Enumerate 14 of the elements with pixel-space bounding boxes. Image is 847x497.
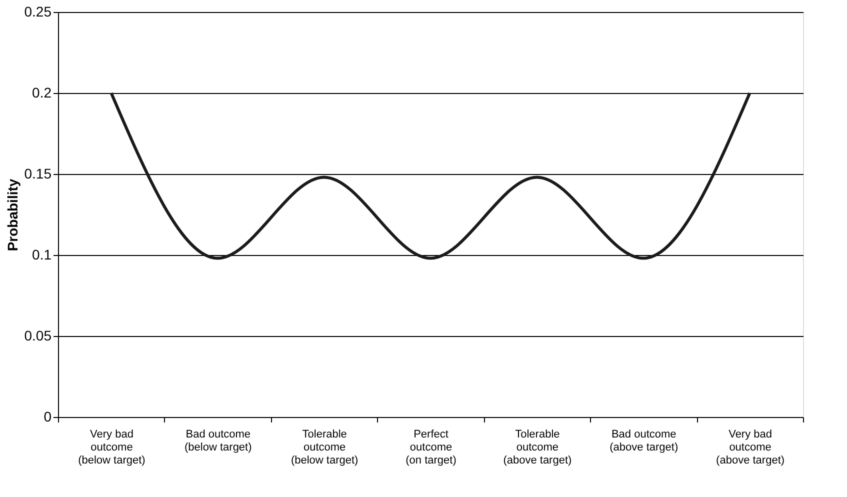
- x-tick-label: Tolerable outcome (above target): [503, 428, 572, 466]
- y-tick-label: 0.15: [24, 166, 52, 182]
- y-tick-label: 0.05: [24, 328, 52, 344]
- x-tick-label: Perfect outcome (on target): [406, 428, 456, 466]
- x-tick-label: Very bad outcome (above target): [716, 428, 785, 466]
- y-tick-label: 0.1: [32, 246, 52, 262]
- y-tick-label: 0.25: [24, 4, 52, 20]
- x-tick-label: Tolerable outcome (below target): [290, 428, 358, 466]
- y-tick-label: 0.2: [32, 84, 52, 100]
- y-tick-label: 0: [44, 408, 52, 424]
- x-tick-label: Bad outcome (above target): [610, 428, 678, 454]
- x-tick-label: Very bad outcome (below target): [78, 428, 146, 466]
- x-tick-label: Bad outcome (below target): [184, 428, 252, 454]
- y-axis-title: Probability: [4, 178, 20, 252]
